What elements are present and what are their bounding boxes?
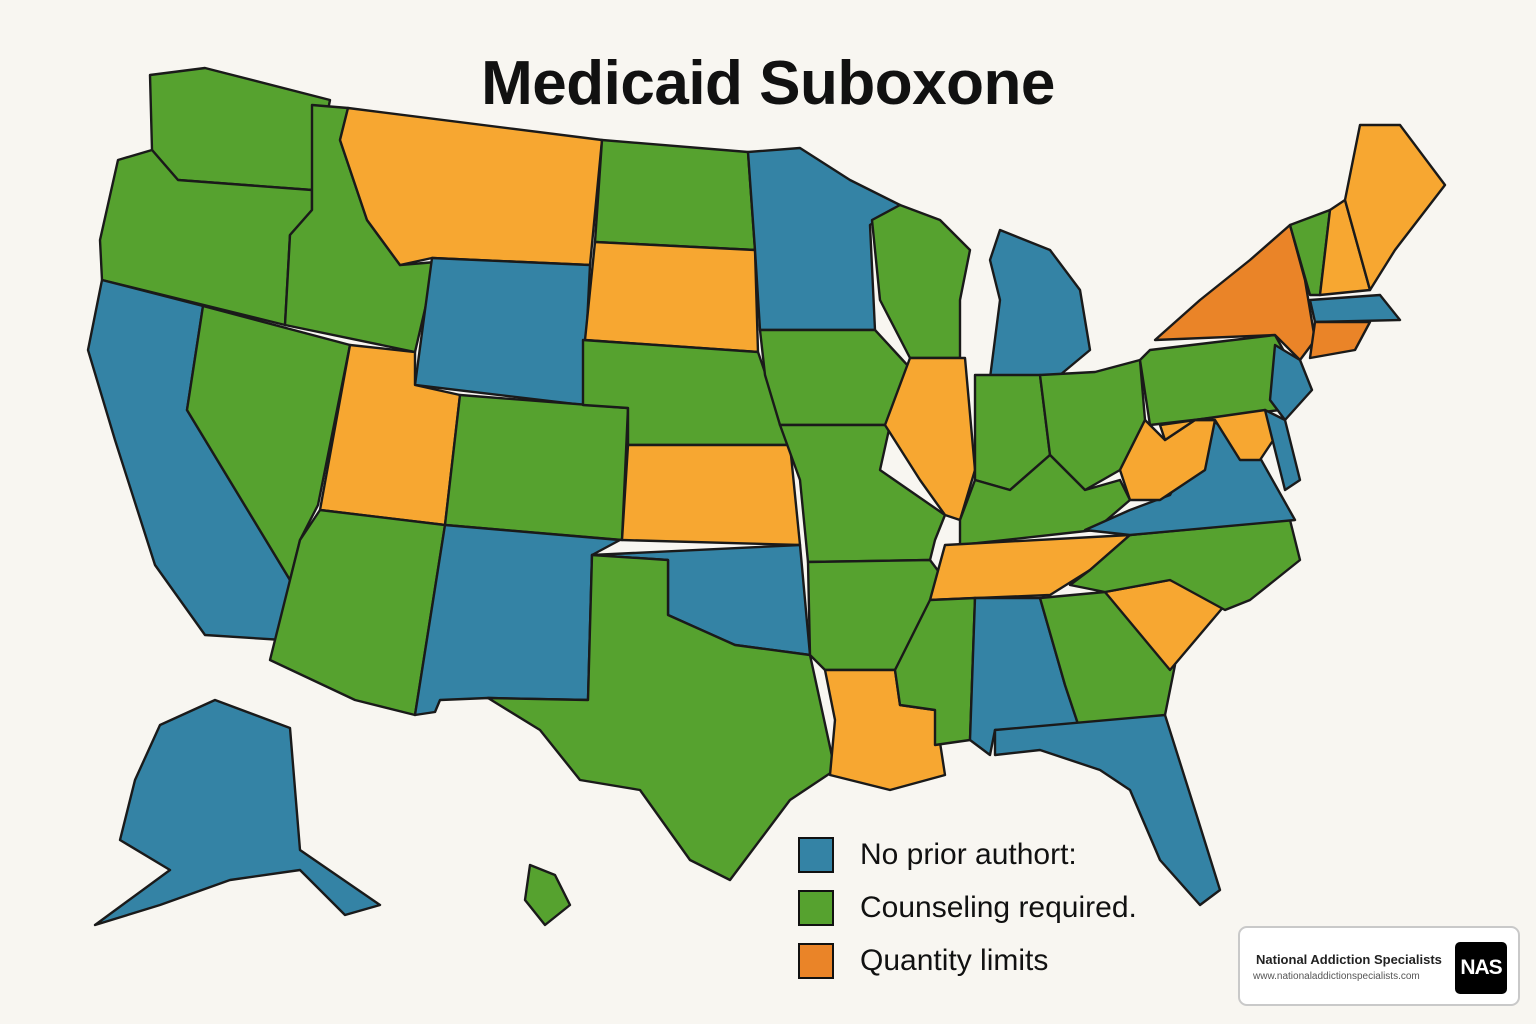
brand-card: National Addiction Specialists www.natio… xyxy=(1238,926,1520,1006)
state-mi xyxy=(988,228,1092,380)
state-ma xyxy=(1308,293,1402,324)
state-nd xyxy=(593,138,757,252)
legend-swatch-quantity xyxy=(798,943,834,979)
state-hi xyxy=(523,863,572,927)
legend: No prior authort: Counseling required. Q… xyxy=(798,837,1137,997)
state-tx xyxy=(486,553,837,882)
state-de xyxy=(1263,408,1302,492)
state-ak xyxy=(93,698,382,927)
state-sd xyxy=(583,240,760,354)
legend-label-no-prior: No prior authort: xyxy=(860,838,1077,871)
legend-label-quantity: Quantity limits xyxy=(860,944,1049,977)
state-ct xyxy=(1308,320,1372,360)
state-tn xyxy=(928,533,1132,602)
state-il xyxy=(883,356,977,522)
state-fl xyxy=(993,713,1222,907)
state-mo xyxy=(778,423,947,564)
brand-name: National Addiction Specialists xyxy=(1256,952,1442,967)
map-title: Medicaid Suboxone xyxy=(481,49,1055,118)
state-nc xyxy=(1068,518,1302,612)
state-ky xyxy=(958,453,1132,547)
legend-item-quantity: Quantity limits xyxy=(798,943,1137,979)
state-nj xyxy=(1268,343,1314,422)
legend-swatch-counseling xyxy=(798,890,834,926)
state-co xyxy=(443,393,630,542)
state-ks xyxy=(620,443,802,547)
legend-swatch-no-prior xyxy=(798,837,834,873)
legend-item-no-prior: No prior authort: xyxy=(798,837,1137,873)
brand-logo: NAS xyxy=(1455,942,1507,994)
state-wi xyxy=(870,203,972,360)
state-wy xyxy=(413,256,592,407)
state-ia xyxy=(758,328,912,427)
legend-label-counseling: Counseling required. xyxy=(860,891,1137,924)
legend-item-counseling: Counseling required. xyxy=(798,890,1137,926)
state-mn xyxy=(746,146,902,332)
state-me xyxy=(1343,123,1447,292)
brand-url: www.nationaladdictionspecialists.com xyxy=(1253,971,1420,982)
